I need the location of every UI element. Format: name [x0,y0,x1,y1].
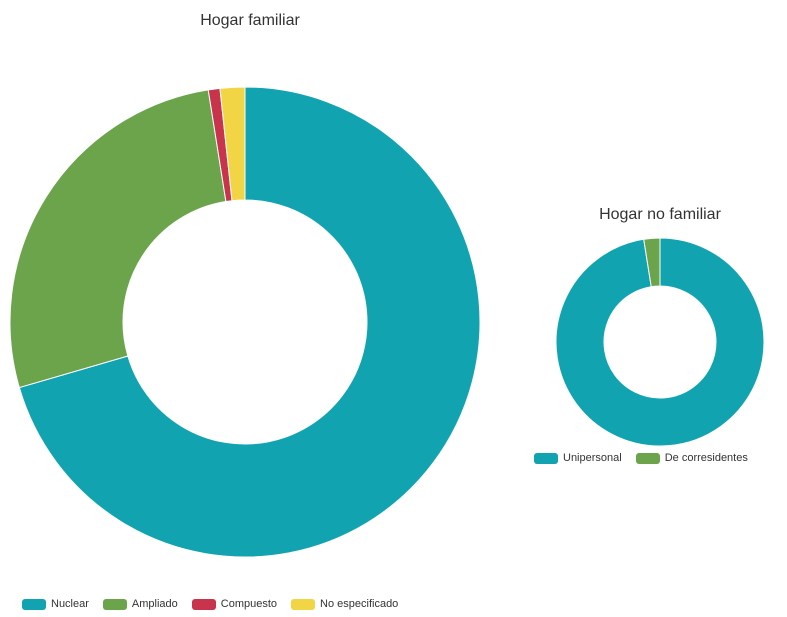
legend-item-de-corresidentes[interactable]: De corresidentes [635,452,748,464]
legend-item-no-especificado[interactable]: No especificado [291,598,398,610]
slice-de-corresidentes[interactable] [643,237,661,288]
chart-title-hogar-no-familiar: Hogar no familiar [599,206,721,223]
legend-item-ampliado[interactable]: Ampliado [102,598,178,610]
legend-label: Ampliado [131,598,178,610]
slice-no-especificado[interactable] [219,86,246,202]
legend-item-unipersonal[interactable]: Unipersonal [534,452,622,464]
legend-label: No especificado [320,598,399,610]
legend-swatch [102,598,127,610]
legend-swatch [534,452,558,464]
legend-label: Unipersonal [563,452,622,464]
legend-swatch [291,598,316,610]
legend-label: Compuesto [220,598,278,610]
slice-ampliado[interactable] [9,89,227,389]
legend-swatch [635,452,660,464]
chart-title-hogar-familiar: Hogar familiar [200,12,300,29]
slice-unipersonal[interactable] [555,237,765,447]
legend-swatch [22,598,46,610]
legend-swatch [191,598,216,610]
legend-label: Nuclear [51,598,89,610]
legend-item-nuclear[interactable]: Nuclear [22,598,89,610]
legend-hogar-familiar: Nuclear Ampliado Compuesto No especifica… [22,598,406,610]
legend-hogar-no-familiar: Unipersonal De corresidentes [534,452,756,464]
legend-label: De corresidentes [664,452,748,464]
legend-item-compuesto[interactable]: Compuesto [191,598,278,610]
slice-nuclear[interactable] [18,86,481,558]
